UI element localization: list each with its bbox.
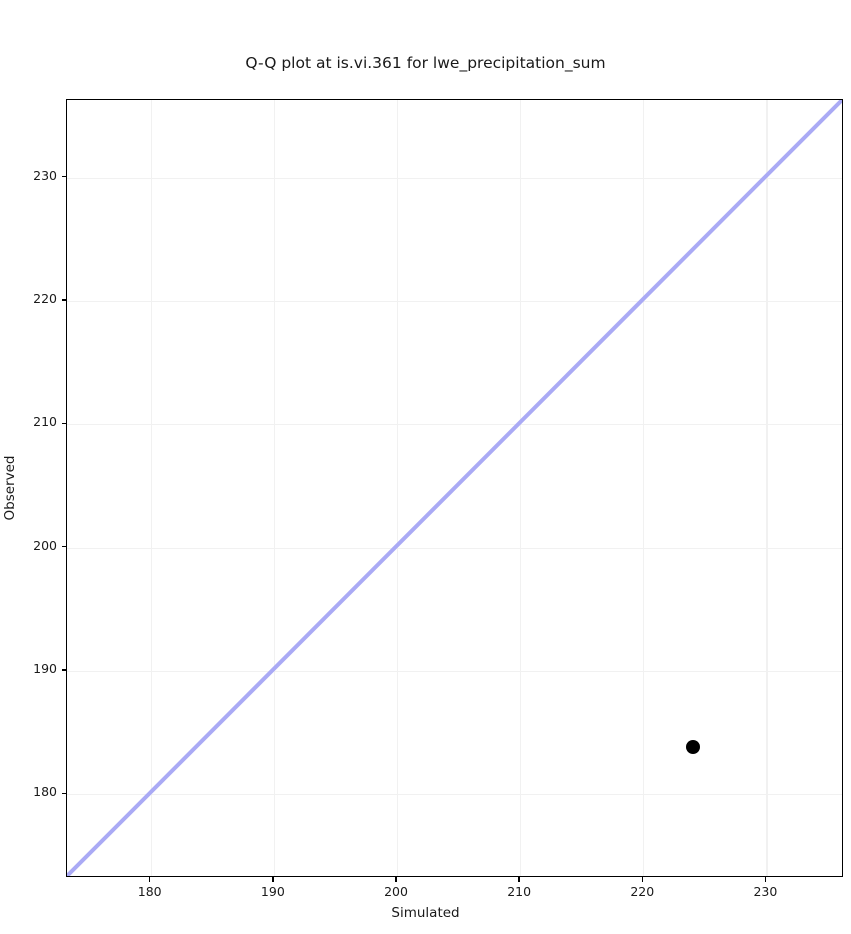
gridline-vertical [150,100,152,876]
x-tick-mark [272,877,274,882]
y-tick-label: 190 [33,660,57,676]
x-tick-label: 210 [507,884,532,899]
gridline-horizontal [67,670,842,673]
y-tick-mark [61,669,66,671]
gridline-vertical [643,100,645,876]
gridline-horizontal [67,794,842,796]
y-tick-label: 210 [33,414,57,430]
gridline-horizontal [67,424,842,426]
y-axis-label: Observed [2,455,18,521]
x-tick-mark [395,877,397,882]
x-tick-mark [764,877,767,882]
gridline-vertical [520,100,522,876]
x-tick-label: 180 [137,884,162,899]
gridline-horizontal [67,547,842,549]
y-tick-mark [61,299,66,301]
y-tick-mark [61,422,66,424]
gridline-horizontal [67,300,842,303]
x-tick-label: 200 [384,884,408,899]
x-tick-mark [641,877,643,882]
y-tick-mark [61,545,66,548]
x-tick-mark [149,877,151,882]
y-tick-label: 200 [33,537,57,553]
gridline-vertical [766,100,768,876]
x-tick-label: 230 [753,884,778,899]
y-tick-mark [61,176,66,178]
x-tick-label: 190 [260,884,285,899]
y-tick-label: 230 [33,167,57,183]
y-tick-label: 220 [33,290,57,306]
y-tick-mark [61,792,66,794]
y-tick-label: 180 [33,784,57,800]
x-tick-mark [518,877,520,882]
gridline-horizontal [67,177,842,179]
x-tick-label: 220 [630,884,655,899]
gridline-vertical [273,100,276,876]
identity-line [67,100,842,876]
chart-title-line-1: Q-Q plot at is.vi.361 for lwe_precipitat… [245,54,606,72]
gridline-vertical [397,100,399,876]
data-point [685,740,700,755]
plot-area [66,99,843,877]
x-axis-label: Simulated [391,905,460,921]
